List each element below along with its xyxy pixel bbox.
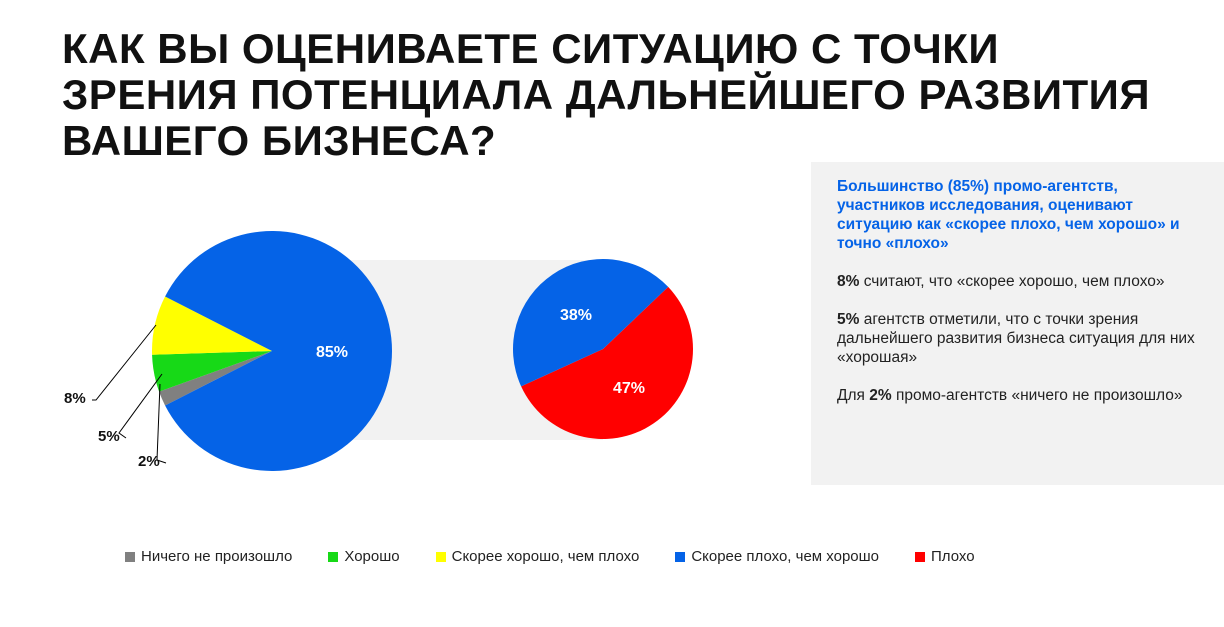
- data-label: 2%: [138, 453, 160, 470]
- secondary-pie-slice: [521, 286, 693, 439]
- legend-swatch: [675, 551, 686, 562]
- leader-line: [92, 324, 157, 401]
- data-label: 85%: [316, 344, 348, 361]
- main-pie-slice: [152, 296, 272, 355]
- leader-line: [156, 383, 167, 464]
- page-title: Как вы оцениваете ситуацию с точки зрени…: [62, 25, 1151, 164]
- legend-item: Хорошо: [328, 548, 400, 565]
- main-pie-slice: [159, 351, 272, 406]
- summary-5: 5% агентств отметили, что с точки зрения…: [837, 311, 1195, 366]
- summary-main: Большинство (85%) промо-агентств, участн…: [837, 178, 1180, 252]
- legend-swatch: [915, 551, 926, 562]
- legend-swatch: [125, 551, 135, 562]
- data-label: 5%: [98, 428, 120, 445]
- summary-8: 8% считают, что «скорее хорошо, чем плох…: [837, 273, 1165, 290]
- main-pie-slice: [152, 351, 272, 392]
- legend-item: Плохо: [915, 548, 975, 565]
- secondary-pie-slice: [513, 259, 669, 387]
- legend-swatch: [435, 551, 446, 562]
- data-label: 47%: [613, 380, 645, 397]
- leader-line: [118, 373, 163, 439]
- legend-item: Скорее плохо, чем хорошо: [675, 548, 879, 565]
- legend-swatch: [328, 551, 339, 562]
- legend-item: Ничего не произошло: [125, 548, 292, 565]
- main-pie-slice: [165, 231, 392, 472]
- data-label: 38%: [560, 307, 592, 324]
- legend-item: Скорее хорошо, чем плохо: [435, 548, 639, 565]
- summary-panel: Большинство (85%) промо-агентств, участн…: [811, 162, 1224, 485]
- summary-2: Для 2% промо-агентств «ничего не произош…: [837, 387, 1183, 404]
- data-label: 8%: [64, 390, 86, 407]
- pie-of-pie-chart: 2% 5% 8% 85% 38% 47%: [64, 231, 693, 472]
- legend: Ничего не произошло Хорошо Скорее хорошо…: [125, 548, 1011, 565]
